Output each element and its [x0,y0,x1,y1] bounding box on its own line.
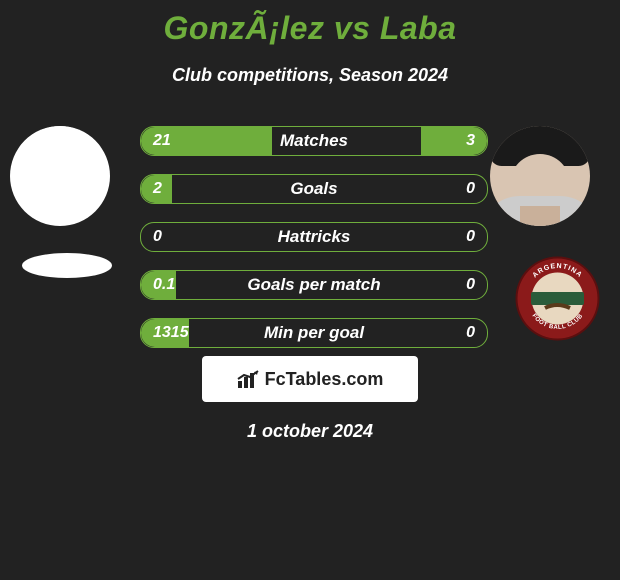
comparison-widget: GonzÃ¡lez vs Laba Club competitions, Sea… [0,0,620,580]
player-face-icon [490,126,590,226]
stat-bars: 213Matches 20Goals 00Hattricks 0.10Goals pe… [140,126,488,366]
brand-chart-icon [237,369,261,389]
stat-row: 20Goals [140,174,488,204]
stat-label: Goals [141,175,487,203]
player-right-club-badge: ARGENTINA FOOT BALL CLUB [515,256,600,341]
stat-row: 13150Min per goal [140,318,488,348]
date-label: 1 october 2024 [0,421,620,442]
avatar-placeholder-icon [10,126,110,226]
stat-row: 00Hattricks [140,222,488,252]
player-right-avatar [490,126,590,226]
player-left-avatar [10,126,110,226]
stat-label: Min per goal [141,319,487,347]
page-subtitle: Club competitions, Season 2024 [0,65,620,86]
player-left-badge-placeholder [22,253,112,278]
stat-row: 213Matches [140,126,488,156]
stat-label: Hattricks [141,223,487,251]
stat-row: 0.10Goals per match [140,270,488,300]
brand-badge: FcTables.com [202,356,418,402]
page-title: GonzÃ¡lez vs Laba [0,0,620,47]
stat-label: Goals per match [141,271,487,299]
stat-label: Matches [141,127,487,155]
brand-label: FcTables.com [265,369,384,390]
